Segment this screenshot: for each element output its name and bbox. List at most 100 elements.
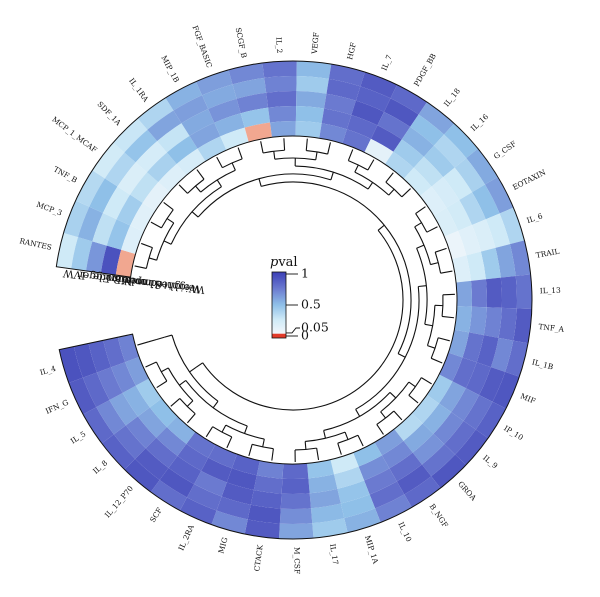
legend-title: pval xyxy=(270,255,298,270)
heatmap-cell-m-csf-4 xyxy=(282,478,310,494)
dendrogram-branch xyxy=(390,392,396,398)
dendrogram-branch xyxy=(161,368,168,372)
category-label-il-2: IL_2 xyxy=(274,37,284,54)
dendrogram-branch xyxy=(187,414,195,423)
dendrogram-branch xyxy=(421,378,431,384)
dendrogram-branch xyxy=(149,258,157,260)
dendrogram-branch xyxy=(196,186,201,192)
heatmap-cell-m-csf-1 xyxy=(279,523,314,539)
category-label-il-5: IL_5 xyxy=(69,429,88,446)
category-label-rantes: RANTES xyxy=(19,236,53,252)
pval-legend: pval 10.50.050 xyxy=(270,255,329,343)
legend-title-rest: val xyxy=(277,255,297,270)
dendrogram-branch xyxy=(274,151,275,159)
category-label-b-ngf: B_NGF xyxy=(428,502,450,529)
dendrogram-branch xyxy=(427,227,438,232)
dendrogram-branch xyxy=(284,138,285,150)
category-label-mip-1a: MIP_1A xyxy=(363,534,381,565)
heatmap-cell-m-csf-2 xyxy=(280,508,312,524)
dendrogram-branch xyxy=(378,225,384,230)
dendrogram-branch xyxy=(151,222,162,228)
dendrogram-branch xyxy=(164,241,171,244)
heatmap-ring xyxy=(56,61,532,539)
category-label-il-9: IL_9 xyxy=(481,453,499,470)
dendrogram-branch xyxy=(441,271,453,273)
dendrogram-branch xyxy=(418,286,426,287)
category-label-ifn-g: IFN_G xyxy=(44,398,70,416)
category-label-fgf-basic: FGF_BASIC xyxy=(191,24,215,69)
heatmap-cell-il-2-2 xyxy=(264,76,296,93)
dendrogram-branch xyxy=(141,243,152,247)
category-label-ip-10: IP_10 xyxy=(502,424,525,443)
dendrogram-branch xyxy=(272,449,274,461)
dendrogram-branch xyxy=(431,358,442,363)
dendrogram xyxy=(135,138,455,462)
dendrogram-branch xyxy=(171,398,180,406)
dendrogram-branch xyxy=(259,179,261,187)
heatmap-cell-il-2-4 xyxy=(268,106,296,122)
dendrogram-branch xyxy=(227,437,232,448)
dendrogram-join xyxy=(356,287,419,410)
category-label-vegf: VEGF xyxy=(310,32,321,55)
dendrogram-branch xyxy=(438,338,450,341)
heatmap-cell-il-13-5 xyxy=(456,281,472,307)
category-label-trail: TRAIL xyxy=(535,247,560,260)
category-label-il-1b: IL_1B xyxy=(531,357,554,371)
category-label-il-8: IL_8 xyxy=(91,458,109,476)
dendrogram-branch xyxy=(377,424,384,434)
legend-color-bar xyxy=(272,272,286,338)
dendrogram-branch xyxy=(137,342,149,345)
category-label-il-17: IL_17 xyxy=(328,543,340,565)
dendrogram-branch xyxy=(338,443,342,454)
category-label-g-csf: G_CSF xyxy=(492,139,518,161)
dendrogram-branch xyxy=(345,432,348,439)
category-label-mig: MIG xyxy=(216,536,229,554)
category-label-il-7: IL_7 xyxy=(380,53,394,72)
dendrogram-branch xyxy=(368,182,372,189)
dendrogram-branch xyxy=(179,380,185,385)
category-label-il-2ra: IL_2RA xyxy=(177,523,197,552)
heatmap-cell-vegf-5 xyxy=(296,121,322,138)
legend-tick-label: 0 xyxy=(301,328,309,343)
category-label-tnf-a: TNF_A xyxy=(538,322,565,334)
category-label-mip-1b: MIP_1B xyxy=(159,54,181,84)
category-label-il-12-p70: IL_12_P70 xyxy=(103,484,135,520)
category-label-pdgf-bb: PDGF_BB xyxy=(412,52,438,88)
dendrogram-branch xyxy=(187,401,193,407)
dendrogram-branch xyxy=(355,165,358,172)
legend-tick-label: 0.5 xyxy=(301,297,321,312)
dendrogram-branch xyxy=(317,448,319,460)
heatmap-cell-vegf-4 xyxy=(296,106,324,123)
dendrogram-branch xyxy=(431,263,439,265)
dendrogram-branch xyxy=(425,324,433,325)
legend-tick xyxy=(286,328,300,333)
category-label-mcp-3: MCP_3 xyxy=(35,200,63,218)
dendrogram-branch xyxy=(305,441,306,449)
dendrogram-branch xyxy=(427,346,435,349)
dendrogram-branch xyxy=(348,149,352,160)
dendrogram-branch xyxy=(192,212,198,217)
heatmap-cell-m-csf-3 xyxy=(281,493,311,509)
category-label-sdf-1a: SDF_1A xyxy=(95,100,123,128)
dendrogram-branch xyxy=(157,337,165,339)
dendrogram-branch xyxy=(324,430,326,438)
dendrogram-branch xyxy=(263,439,265,447)
category-label-m-csf: M_CSF xyxy=(292,547,301,574)
category-label-mif: MIF xyxy=(519,391,537,405)
category-label-tnf-b: TNF_B xyxy=(52,165,79,185)
dendrogram-branch xyxy=(402,189,411,197)
dendrogram-branch xyxy=(306,139,307,151)
dendrogram-branch xyxy=(238,148,242,159)
category-label-il-1ra: IL_1RA xyxy=(127,76,151,104)
dendrogram-branch xyxy=(245,426,248,434)
category-label-scf: SCF xyxy=(148,506,164,524)
category-label-eotaxin: EOTAXIN xyxy=(511,167,548,192)
category-label-ctack: CTACK xyxy=(252,544,264,572)
dendrogram-branch xyxy=(196,363,203,368)
dendrogram-branch xyxy=(217,157,223,168)
category-label-mcp-1-mcaf: MCP_1_MCAF xyxy=(50,115,99,155)
dendrogram-branch xyxy=(179,185,187,194)
